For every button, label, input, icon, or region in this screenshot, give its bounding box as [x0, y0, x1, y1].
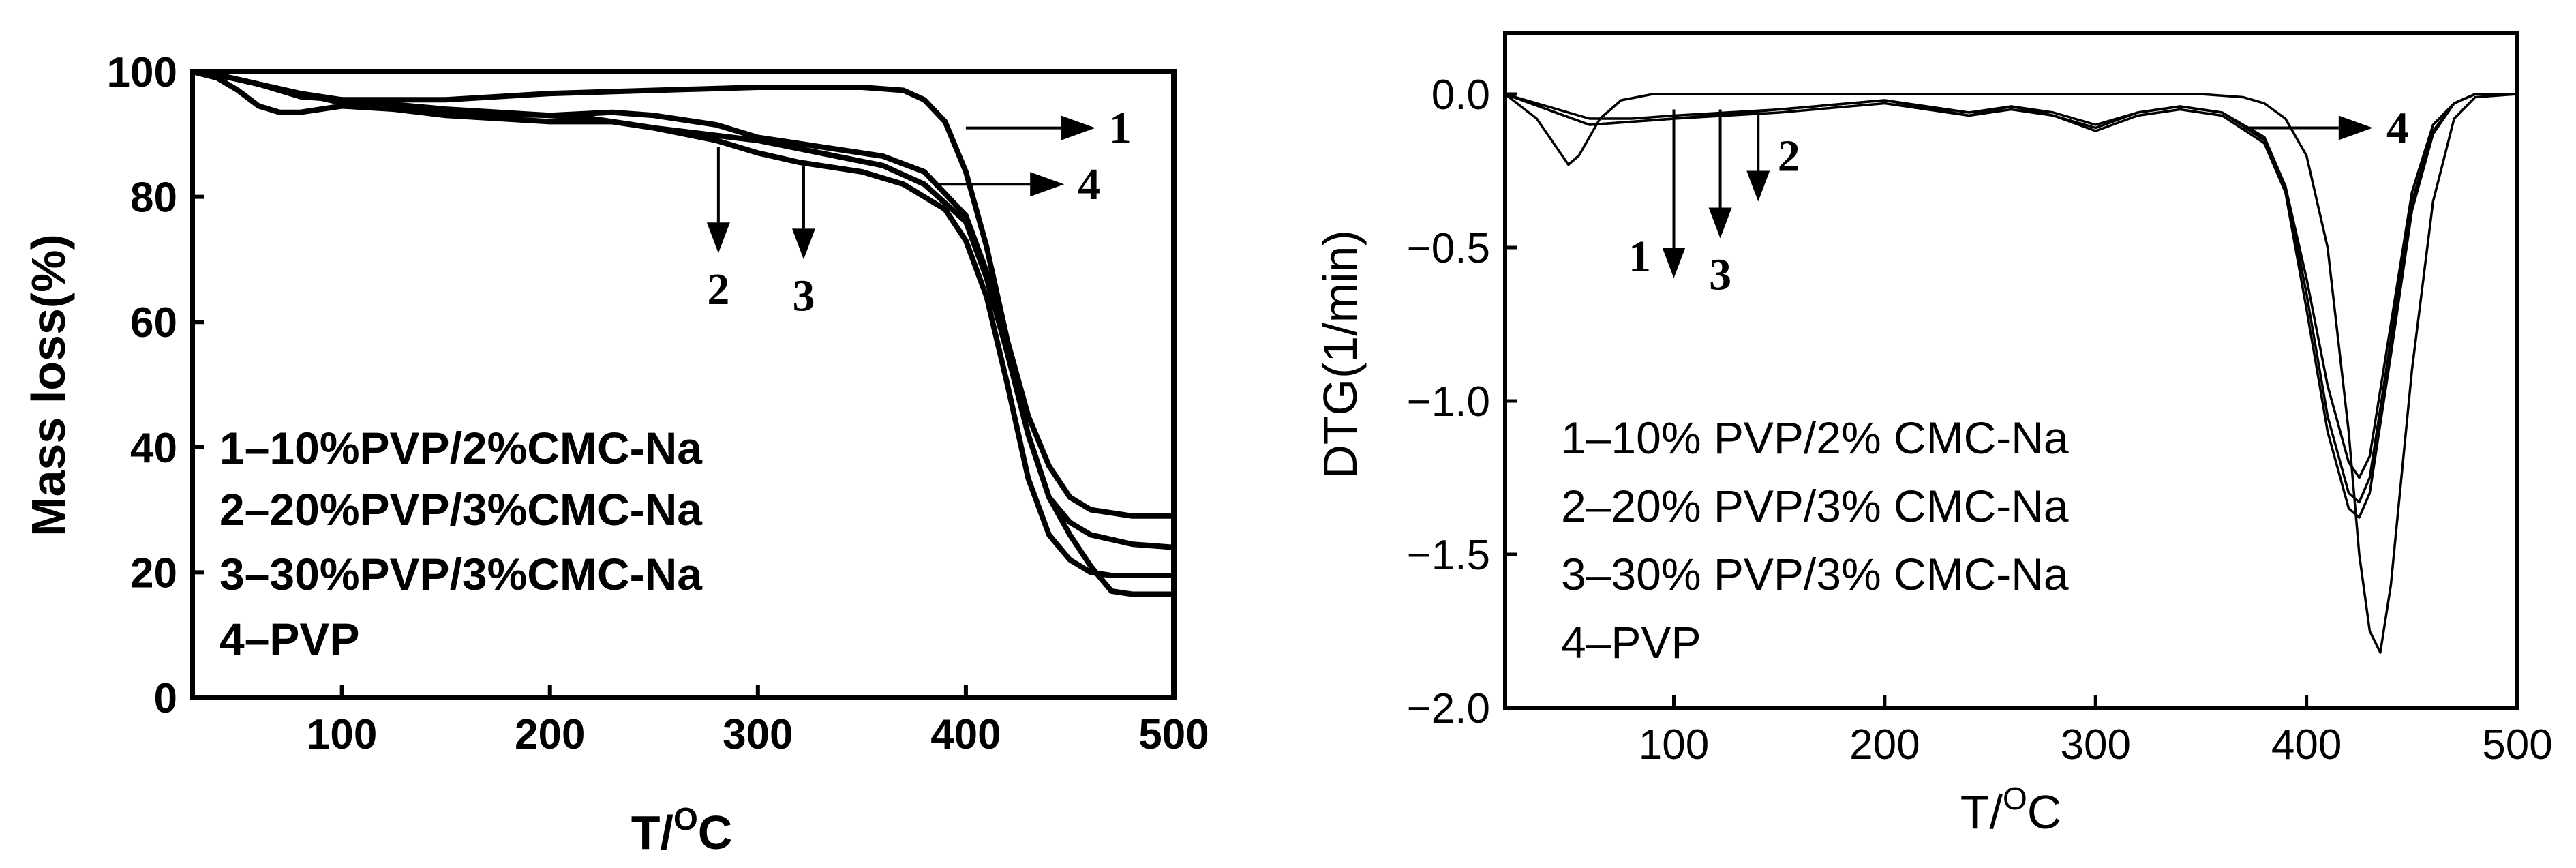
dtg-series-group: [1504, 93, 2518, 654]
tga-legend-entry-2: 2–20%PVP/3%CMC-Na: [219, 484, 703, 535]
tga-x-tick-label: 200: [515, 711, 585, 758]
tga-legend-entry-3: 3–30%PVP/3%CMC-Na: [219, 549, 703, 599]
dtg-y-tick-label: −1.0: [1407, 378, 1490, 425]
tga-x-tick-label: 500: [1138, 711, 1209, 758]
dtg-legend-entry-1: 1–10% PVP/2% CMC-Na: [1561, 413, 2069, 463]
tga-annotation-2-label: 2: [707, 265, 729, 314]
tga-plot-frame: [190, 69, 1177, 700]
dtg-y-tick-label: −2.0: [1407, 685, 1490, 732]
tga-y-tick-label: 80: [130, 175, 177, 222]
dtg-arrow-1-head: [1662, 248, 1686, 278]
dtg-y-tick-label: 0.0: [1431, 72, 1490, 119]
dtg-x-tick-label: 100: [1639, 721, 1709, 768]
tga-x-tick-label: 400: [930, 711, 1001, 758]
dtg-annotations: 4 1 3 2: [1628, 104, 2409, 300]
tga-x-axis-label: T/OC: [631, 801, 733, 859]
dtg-arrow-4-head: [2338, 115, 2373, 140]
tga-series-4-line: [192, 69, 1174, 597]
tga-y-axis-label: Mass loss(%): [22, 234, 75, 536]
tga-arrow-4-head: [1030, 172, 1065, 197]
tga-ticks: 100 200 300 400 500 0 20 40 60 80 100: [107, 49, 1209, 758]
dtg-annotation-2-label: 2: [1778, 132, 1800, 181]
dtg-x-tick-label: 400: [2271, 721, 2342, 768]
tga-arrow-2-head: [706, 222, 730, 254]
tga-annotations: 14 2 3: [706, 104, 1132, 320]
tga-legend: 1–10%PVP/2%CMC-Na 2–20%PVP/3%CMC-Na 3–30…: [219, 423, 703, 664]
tga-y-tick-label: 40: [130, 425, 177, 472]
dtg-series-4-line: [1504, 93, 2518, 654]
dtg-y-tick-label: −0.5: [1407, 225, 1490, 272]
tga-annotation-4-label: 4: [1078, 160, 1100, 209]
dtg-x-axis-label: T/OC: [1960, 781, 2062, 839]
dtg-series-2-line: [1504, 93, 2517, 479]
tga-legend-entry-4: 4–PVP: [219, 614, 359, 664]
dtg-legend-entry-4: 4–PVP: [1561, 617, 1701, 668]
dtg-legend: 1–10% PVP/2% CMC-Na 2–20% PVP/3% CMC-Na …: [1561, 413, 2069, 668]
tga-series-3-line: [192, 69, 1174, 578]
dtg-annotation-4-label: 4: [2386, 104, 2409, 153]
dtg-legend-entry-3: 3–30% PVP/3% CMC-Na: [1561, 549, 2069, 599]
tga-y-tick-label: 20: [130, 550, 177, 597]
dtg-x-tick-label: 500: [2482, 721, 2552, 768]
tga-legend-entry-1: 1–10%PVP/2%CMC-Na: [219, 423, 703, 473]
tga-arrow-3-head: [791, 228, 815, 260]
tga-x-tick-label: 100: [307, 711, 377, 758]
tga-series-group: [192, 69, 1175, 597]
dtg-annotation-1-label: 1: [1628, 232, 1651, 282]
dtg-x-tick-label: 200: [1849, 721, 1920, 768]
tga-annotation-1-label: 1: [1109, 104, 1132, 153]
tga-x-tick-label: 300: [723, 711, 793, 758]
tga-arrow-1-head: [1061, 115, 1095, 140]
tga-annotation-3-label: 3: [792, 271, 815, 320]
dtg-x-tick-label: 300: [2061, 721, 2131, 768]
dtg-y-tick-label: −1.5: [1407, 532, 1490, 579]
dtg-plot-frame: [1503, 31, 2519, 710]
dtg-ticks: 100 200 300 400 500 0.0 −0.5 −1.0 −1.5 −2.0: [1407, 72, 2553, 768]
dtg-arrow-3-head: [1708, 207, 1732, 239]
dtg-annotation-3-label: 3: [1709, 250, 1731, 300]
dtg-series-3-line: [1504, 93, 2517, 519]
tga-y-tick-label: 0: [154, 675, 177, 722]
tga-y-tick-label: 60: [130, 299, 177, 346]
tga-chart: 100 200 300 400 500 0 20 40 60 80 100 14 2 3 Mass lo…: [22, 49, 1209, 859]
dtg-y-axis-label: DTG(1/min): [1314, 230, 1367, 479]
dtg-arrow-2-head: [1746, 170, 1770, 202]
dtg-legend-entry-2: 2–20% PVP/3% CMC-Na: [1561, 481, 2069, 531]
tga-y-tick-label: 100: [107, 49, 177, 96]
